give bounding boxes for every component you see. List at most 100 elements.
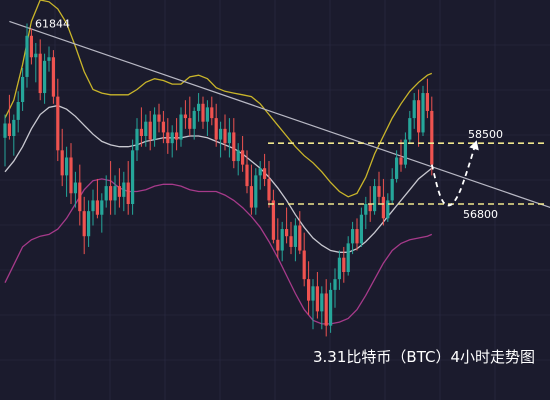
candle-body <box>408 118 412 140</box>
candle-body <box>161 121 165 133</box>
candle-body <box>377 186 381 197</box>
candle <box>381 178 385 226</box>
bb-upper-line <box>4 0 433 198</box>
candle <box>285 207 289 244</box>
candle-body <box>179 114 183 140</box>
candle-body <box>60 150 64 176</box>
candle-body <box>293 225 297 247</box>
candle-body <box>219 128 223 140</box>
candle <box>56 78 60 162</box>
candle-body <box>210 107 214 119</box>
candle <box>113 175 117 215</box>
candle <box>320 286 324 330</box>
candle-body <box>205 107 209 122</box>
candle-body <box>355 229 359 244</box>
price-levels <box>268 142 548 205</box>
candle <box>289 221 293 255</box>
bb-lower-line <box>4 178 433 325</box>
candle <box>258 161 262 190</box>
candle-body <box>223 128 227 144</box>
candle <box>271 189 275 244</box>
candle-body <box>148 121 152 140</box>
candle-body <box>373 186 377 212</box>
candle-body <box>117 186 121 197</box>
candle <box>351 221 355 255</box>
candle-body <box>78 182 82 212</box>
bb-middle-line <box>4 104 433 253</box>
candle <box>223 114 227 151</box>
candle <box>78 164 82 226</box>
candle <box>346 236 350 276</box>
candle <box>342 246 346 283</box>
candle-body <box>122 182 126 197</box>
candle <box>197 93 201 122</box>
candle <box>307 261 311 315</box>
candle <box>412 93 416 129</box>
candle <box>245 150 249 194</box>
candle-body <box>302 250 306 280</box>
candle-body <box>249 186 253 208</box>
candle-body <box>276 239 280 251</box>
candle-body <box>175 132 179 140</box>
candle <box>179 107 183 147</box>
candle-body <box>245 164 249 187</box>
candle <box>175 118 179 151</box>
candle <box>139 107 143 147</box>
candle <box>100 193 104 233</box>
candle-body <box>254 175 258 208</box>
projection <box>430 140 479 207</box>
candle <box>201 96 205 129</box>
candle-body <box>324 293 328 326</box>
candle-body <box>144 121 148 136</box>
candle <box>29 28 33 65</box>
candle <box>302 232 306 287</box>
peak-price-label: 61844 <box>35 17 70 30</box>
candle <box>38 39 42 101</box>
candle-body <box>170 132 174 144</box>
candle <box>249 164 253 215</box>
candle-body <box>289 236 293 247</box>
candle-body <box>34 53 38 58</box>
candle-body <box>271 200 275 240</box>
candle <box>3 114 7 167</box>
candle-body <box>333 279 337 290</box>
candle <box>153 107 157 147</box>
candle-body <box>197 103 201 111</box>
candle-body <box>38 53 42 94</box>
support-price-label: 56800 <box>463 208 498 221</box>
candle-body <box>368 204 372 212</box>
candle-body <box>109 186 113 201</box>
candle <box>236 143 240 176</box>
candle-body <box>315 286 319 312</box>
candle-body <box>188 118 192 129</box>
candle-body <box>359 214 363 244</box>
candle-body <box>47 57 51 61</box>
candle <box>280 221 284 262</box>
candle-body <box>7 123 11 136</box>
candle-body <box>307 279 311 301</box>
candle <box>144 114 148 147</box>
candle-body <box>3 123 7 138</box>
candle <box>170 125 174 158</box>
candle <box>60 128 64 187</box>
candle <box>241 136 245 172</box>
candle-body <box>157 114 161 122</box>
candle <box>403 132 407 169</box>
candle-body <box>364 204 368 215</box>
descending-trendline <box>9 20 550 209</box>
candle-body <box>280 229 284 251</box>
candle-body <box>403 139 407 165</box>
candle <box>117 168 121 208</box>
candle <box>417 89 421 147</box>
candle <box>91 189 95 226</box>
candle-body <box>43 60 47 94</box>
candle <box>390 168 394 204</box>
candle <box>254 168 258 215</box>
candle-body <box>65 157 69 176</box>
candle <box>399 139 403 172</box>
candle-body <box>139 128 143 136</box>
candle <box>408 110 412 144</box>
candle <box>65 146 69 197</box>
